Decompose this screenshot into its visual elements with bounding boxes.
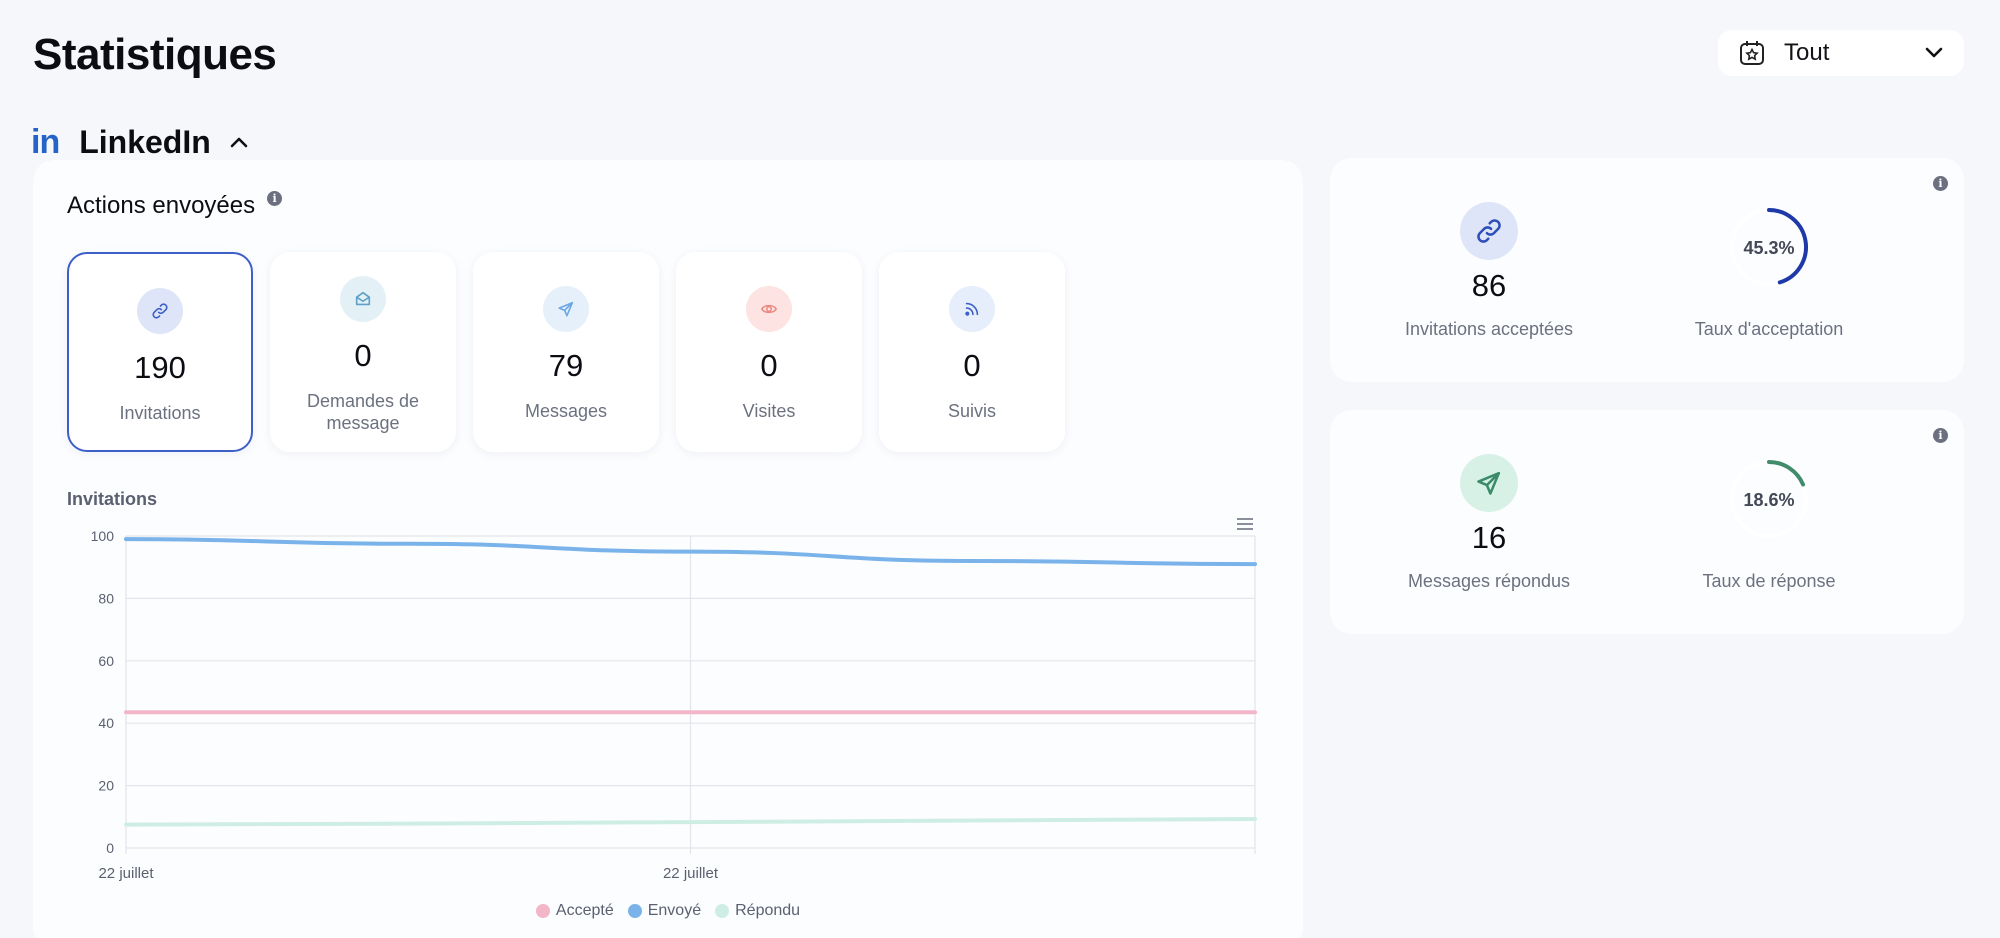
rate-gauge [1730, 208, 1808, 286]
legend-swatch [535, 904, 550, 918]
legend-item[interactable]: Accepté [535, 902, 614, 920]
envelope-icon [340, 276, 386, 322]
period-select-value: Tout [1784, 39, 1830, 66]
rate-label: Taux d'acceptation [1694, 319, 1844, 339]
eye-icon [746, 286, 792, 332]
tile-value: 190 [134, 350, 186, 385]
info-icon[interactable]: i [1933, 428, 1948, 443]
rate-value: 45.3% [1743, 238, 1795, 258]
y-tick-label: 80 [98, 590, 114, 606]
chevron-up-icon[interactable] [227, 130, 251, 154]
chart-title: Invitations [67, 489, 158, 509]
legend-item[interactable]: Répondu [715, 902, 800, 920]
tile-label: Invitations [119, 403, 201, 423]
line-chart: 0 20 40 60 80 100 22 juillet 22 juillet [91, 528, 1257, 882]
send-icon [543, 286, 589, 332]
rss-icon [949, 286, 995, 332]
rate-label: Taux de réponse [1702, 571, 1836, 591]
tile-value: 0 [354, 338, 372, 373]
rate-value: 18.6% [1743, 490, 1795, 510]
gauge-arc [1767, 460, 1806, 487]
link-icon [137, 288, 183, 334]
action-tile[interactable]: 190 Invitations [67, 252, 253, 452]
section-title: LinkedIn [79, 123, 211, 160]
series-line [124, 537, 1257, 567]
tile-value: 0 [963, 348, 981, 383]
y-tick-label: 60 [98, 653, 114, 669]
tile-label: Suivis [947, 401, 996, 421]
stat-value: 16 [1471, 520, 1507, 555]
send-icon [1460, 454, 1518, 512]
actions-card-title-text: Actions envoyées [67, 192, 256, 219]
legend-label: Accepté [555, 902, 614, 919]
legend-label: Répondu [735, 902, 801, 919]
actions-card-title: Actions envoyées i [67, 190, 283, 220]
chart-legend: Accepté Envoyé Répondu [33, 902, 1303, 920]
chevron-down-icon [1924, 43, 1944, 63]
y-tick-label: 40 [98, 715, 114, 731]
y-tick-label: 0 [106, 840, 114, 856]
actions-card: Actions envoyées i 190 Invitations 0 Demand… [33, 160, 1303, 938]
stat-label: Messages répondus [1407, 571, 1571, 591]
action-tile[interactable]: 0 Suivis [879, 252, 1065, 452]
gauge-arc [1767, 208, 1808, 285]
legend-swatch [627, 904, 642, 918]
action-tile[interactable]: 79 Messages [473, 252, 659, 452]
legend-label: Envoyé [647, 902, 702, 919]
tile-label: Visites [742, 401, 796, 421]
rate-gauge [1730, 460, 1808, 538]
y-tick-label: 20 [98, 778, 114, 794]
calendar-star-icon [1738, 39, 1766, 67]
section-header: in LinkedIn [31, 122, 251, 162]
info-icon[interactable]: i [267, 190, 283, 206]
tile-label: Demandes de message [306, 391, 420, 433]
y-tick-label: 100 [91, 528, 115, 544]
tile-value: 79 [548, 348, 584, 383]
action-tile[interactable]: 0 Visites [676, 252, 862, 452]
period-select[interactable]: Tout [1718, 30, 1964, 76]
series-line [124, 816, 1257, 827]
tile-value: 0 [760, 348, 778, 383]
tile-label: Messages [524, 401, 608, 421]
stat-card-response: i 16 Messages répondus 18.6% Taux de rép… [1330, 410, 1964, 634]
legend-swatch [715, 904, 730, 918]
info-icon[interactable]: i [1933, 176, 1948, 191]
stat-value: 86 [1471, 268, 1507, 303]
legend-item[interactable]: Envoyé [627, 902, 702, 920]
link-icon [1460, 202, 1518, 260]
x-tick-label: 22 juillet [98, 865, 154, 882]
linkedin-icon: in [31, 122, 60, 161]
action-tile[interactable]: 0 Demandes de message [270, 252, 456, 452]
stat-card-acceptance: i 86 Invitations acceptées 45.3% Taux d'… [1330, 158, 1964, 382]
page-title: Statistiques [33, 30, 277, 79]
x-tick-label: 22 juillet [663, 865, 719, 882]
hamburger-menu-icon[interactable] [1235, 516, 1255, 532]
stat-label: Invitations acceptées [1404, 319, 1574, 339]
